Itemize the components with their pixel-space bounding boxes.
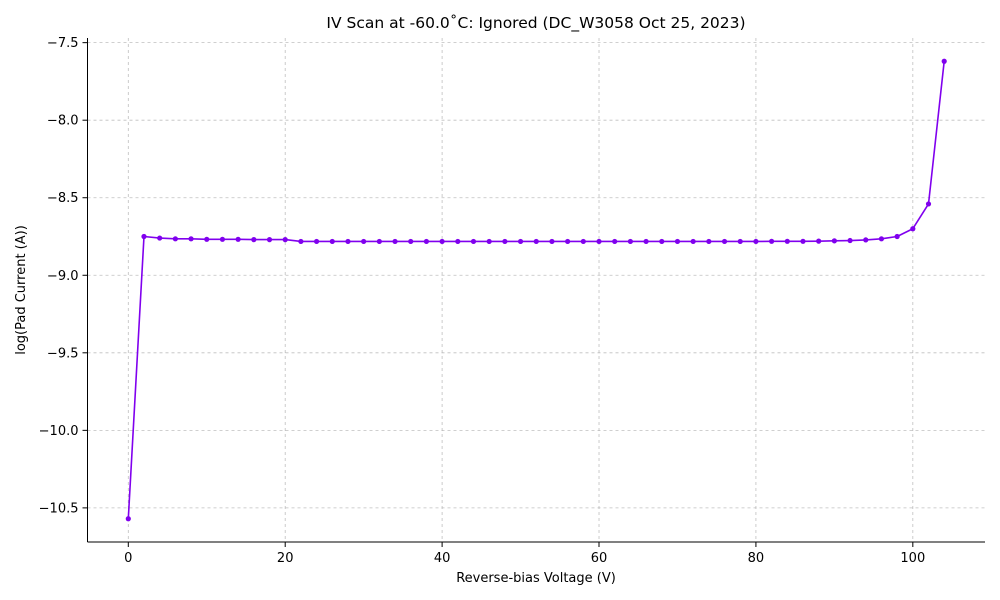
ticks: 0 20 40 60 80 100 −7.5 −8.0 −8.5 −9.0 −9.5 −10.0 −10…	[39, 36, 926, 566]
data-point	[188, 236, 194, 242]
data-point	[219, 236, 226, 242]
data-point	[863, 237, 869, 243]
data-point	[659, 238, 665, 245]
axes	[87, 38, 985, 543]
data-point	[721, 238, 728, 245]
y-axis-label: log(Pad Current (A))	[14, 225, 29, 355]
data-point	[580, 238, 586, 245]
data-point	[878, 236, 885, 242]
data-point	[486, 238, 492, 245]
data-point	[847, 237, 853, 244]
data-point	[345, 238, 351, 245]
data-point	[439, 238, 445, 245]
data-point	[502, 238, 508, 245]
data-point	[737, 238, 743, 245]
data-point	[565, 238, 571, 245]
y-tick-label: −10.5	[39, 501, 79, 516]
data-point	[925, 201, 932, 207]
x-tick-label: 0	[124, 551, 132, 566]
data-point	[361, 238, 367, 245]
data-point	[455, 238, 461, 245]
data-point	[627, 238, 633, 245]
data-point	[533, 238, 539, 245]
x-tick-label: 40	[434, 551, 451, 566]
chart-title: IV Scan at -60.0˚C: Ignored (DC_W3058 Oc…	[326, 14, 745, 33]
data-point	[470, 238, 477, 245]
data-point	[753, 238, 759, 245]
y-tick-label: −8.0	[47, 114, 79, 129]
grid-lines	[87, 38, 985, 542]
x-tick-label: 80	[748, 551, 765, 566]
data-point	[125, 516, 131, 522]
y-tick-label: −9.0	[47, 269, 79, 284]
series-line	[127, 61, 945, 519]
data-point	[894, 233, 900, 240]
data-point	[643, 238, 649, 245]
x-tick-label: 20	[277, 551, 294, 566]
data-point	[329, 238, 335, 245]
data-point	[313, 238, 320, 245]
data-point	[204, 236, 210, 242]
data-point	[690, 238, 696, 245]
data-point	[141, 233, 147, 240]
data-point	[831, 238, 837, 244]
data-point	[376, 238, 382, 245]
data-point	[612, 238, 618, 245]
data-point	[282, 237, 288, 243]
data-point	[706, 238, 712, 245]
data-point	[235, 236, 241, 242]
data-point	[157, 235, 163, 241]
y-tick-label: −8.5	[47, 191, 79, 206]
data-point	[800, 238, 806, 244]
data-point	[941, 58, 947, 64]
data-point	[392, 238, 398, 245]
data-point	[298, 238, 304, 245]
data-point	[408, 238, 414, 245]
data-point	[251, 237, 257, 243]
data-point	[910, 226, 916, 232]
x-axis-label: Reverse-bias Voltage (V)	[456, 571, 616, 586]
y-tick-label: −9.5	[47, 346, 79, 361]
y-tick-label: −10.0	[39, 424, 79, 439]
data-point	[674, 238, 681, 245]
data-point	[596, 238, 602, 245]
data-point	[784, 238, 790, 244]
data-point	[549, 238, 555, 245]
data-point	[816, 238, 822, 244]
data-point	[172, 236, 178, 242]
series	[125, 58, 947, 522]
data-point	[266, 237, 273, 243]
x-tick-label: 100	[900, 551, 925, 566]
y-tick-label: −7.5	[47, 36, 79, 51]
x-tick-label: 60	[591, 551, 608, 566]
data-point	[769, 238, 775, 244]
data-point	[423, 238, 430, 245]
data-point	[517, 238, 524, 245]
